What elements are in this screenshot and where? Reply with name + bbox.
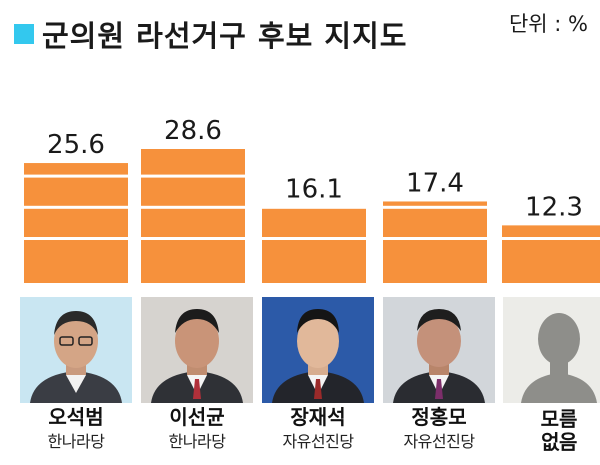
bar-stripe <box>383 174 487 178</box>
candidate-name: 모름 <box>540 407 578 431</box>
portrait-icon <box>141 297 253 403</box>
candidate-photo <box>141 297 253 403</box>
candidate-name: 이선균 <box>169 405 225 429</box>
bar-chart: 25.6 28.6 16.1 17.4 12.3 <box>24 116 600 283</box>
candidate-card-2: 이선균 한나라당 <box>141 297 253 460</box>
candidate-party: 자유선진당 <box>282 432 354 451</box>
candidate-name: 장재석 <box>290 405 346 429</box>
bar-5 <box>502 225 600 283</box>
candidate-party: 자유선진당 <box>403 432 475 451</box>
bar-1 <box>24 163 128 283</box>
title-square-icon <box>14 24 34 44</box>
candidate-photo <box>503 297 600 403</box>
bar-stripe <box>262 237 366 240</box>
portrait-icon <box>383 297 495 403</box>
unit-label: 단위 : % <box>508 12 588 36</box>
bar-value-label: 12.3 <box>525 192 583 222</box>
candidate-party: 한나라당 <box>168 432 226 451</box>
bar-stripe <box>502 205 600 209</box>
bar-value-label: 28.6 <box>164 116 222 146</box>
bar-stripe <box>141 143 245 147</box>
bar-stripe <box>24 205 128 209</box>
candidate-name: 오석범 <box>48 405 104 429</box>
candidate-card-5: 모름 없음 <box>503 297 600 460</box>
bar-stripe <box>141 237 245 240</box>
bar-stripe <box>141 174 245 178</box>
candidate-photo <box>262 297 374 403</box>
candidate-card-3: 장재석 자유선진당 <box>262 297 374 460</box>
candidate-card-1: 오석범 한나라당 <box>20 297 132 460</box>
portrait-icon <box>262 297 374 403</box>
bar-stripe <box>383 237 487 240</box>
bar-value-label: 16.1 <box>285 175 343 205</box>
candidate-party: 없음 <box>541 430 577 454</box>
silhouette-icon <box>503 297 600 403</box>
portrait-icon <box>20 297 132 403</box>
chart-title-wrap: 군의원 라선거구 후보 지지도 <box>14 14 407 54</box>
bar-stripe <box>24 174 128 178</box>
bar-stripe <box>502 237 600 240</box>
bar-stripe <box>383 205 487 209</box>
bar-stripe <box>24 143 128 147</box>
candidate-photo <box>20 297 132 403</box>
bar-stripe <box>141 205 245 209</box>
candidate-card-4: 정홍모 자유선진당 <box>383 297 495 460</box>
chart-title: 군의원 라선거구 후보 지지도 <box>42 19 408 53</box>
bar-value-label: 17.4 <box>406 168 464 198</box>
bar-3 <box>262 207 366 283</box>
bar-stripe <box>24 237 128 240</box>
candidate-photo <box>383 297 495 403</box>
bar-2 <box>141 149 245 283</box>
bar-value-label: 25.6 <box>47 130 105 160</box>
candidate-party: 한나라당 <box>47 432 105 451</box>
bar-stripe <box>262 205 366 209</box>
candidate-name: 정홍모 <box>411 405 467 429</box>
bar-4 <box>383 201 487 283</box>
